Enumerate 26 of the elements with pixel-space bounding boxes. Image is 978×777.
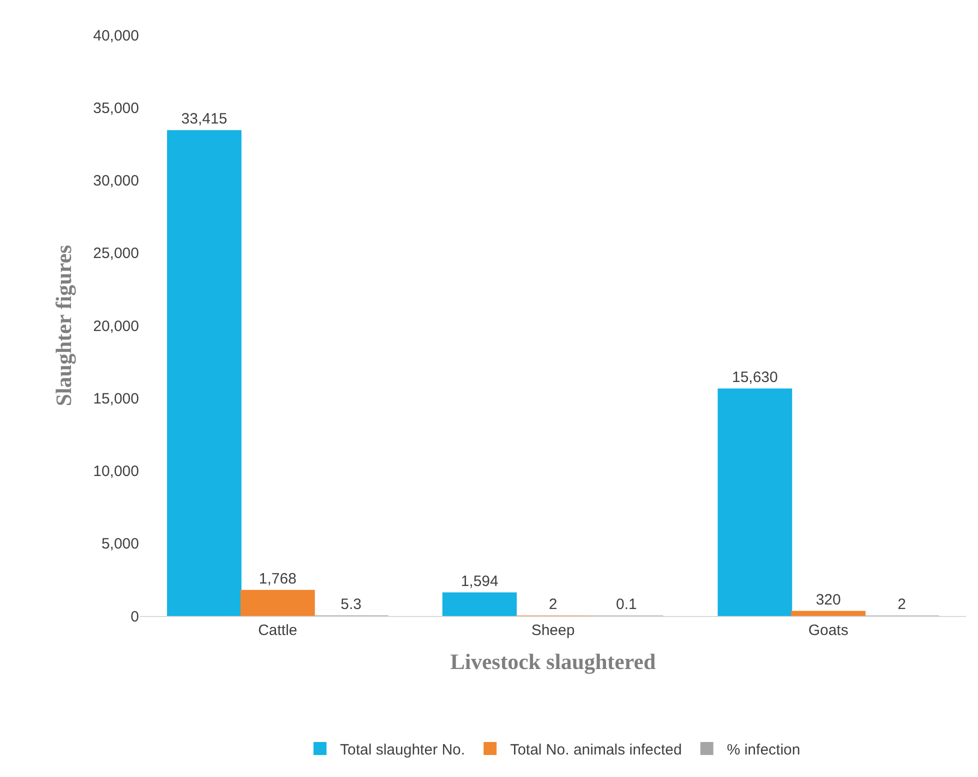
y-tick-label: 40,000 <box>93 27 139 44</box>
y-tick-label: 35,000 <box>93 100 139 117</box>
data-label: 5.3 <box>340 596 362 613</box>
data-label: 1,768 <box>258 570 296 588</box>
data-label: 33,415 <box>181 110 228 128</box>
y-tick-label: 5,000 <box>101 536 139 553</box>
data-label: 2 <box>898 596 906 613</box>
x-tick-label: Sheep <box>531 622 575 639</box>
data-label: 15,630 <box>732 368 778 386</box>
legend-label: Total slaughter No. <box>340 741 466 758</box>
x-axis-title: Livestock slaughtered <box>450 648 656 674</box>
y-tick-label: 25,000 <box>93 245 139 262</box>
legend-label: % infection <box>726 741 800 758</box>
y-tick-label: 10,000 <box>93 463 139 480</box>
data-label: 0.1 <box>616 596 637 613</box>
data-label: 1,594 <box>460 572 498 590</box>
legend-label: Total No. animals infected <box>510 741 682 758</box>
y-tick-label: 30,000 <box>93 172 139 190</box>
x-tick-label: Cattle <box>258 622 298 639</box>
data-label: 2 <box>548 596 558 613</box>
y-tick-label: 15,000 <box>93 390 139 408</box>
data-label: 320 <box>816 591 841 608</box>
y-axis-title: Slaughter figures <box>50 244 76 406</box>
y-tick-label: 0 <box>130 608 139 626</box>
x-tick-label: Goats <box>808 622 848 639</box>
y-tick-label: 20,000 <box>93 318 139 335</box>
